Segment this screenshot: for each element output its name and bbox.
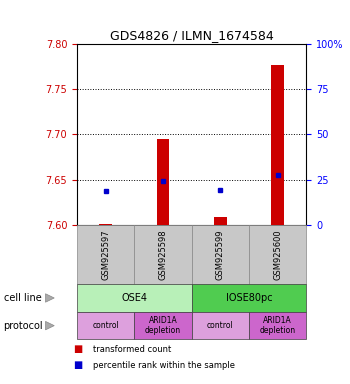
Text: ■: ■: [74, 360, 83, 370]
Title: GDS4826 / ILMN_1674584: GDS4826 / ILMN_1674584: [110, 28, 273, 41]
Bar: [271, 65, 284, 225]
Text: OSE4: OSE4: [121, 293, 147, 303]
Text: percentile rank within the sample: percentile rank within the sample: [93, 361, 235, 370]
Text: ARID1A
depletion: ARID1A depletion: [145, 316, 181, 335]
Text: control: control: [92, 321, 119, 330]
Bar: [214, 217, 226, 225]
Text: transformed count: transformed count: [93, 344, 171, 354]
Text: ARID1A
depletion: ARID1A depletion: [260, 316, 296, 335]
Bar: [99, 224, 112, 225]
Text: GSM925597: GSM925597: [101, 229, 110, 280]
Text: GSM925600: GSM925600: [273, 229, 282, 280]
Text: ■: ■: [74, 344, 83, 354]
Text: control: control: [207, 321, 234, 330]
Bar: [157, 139, 169, 225]
Text: protocol: protocol: [4, 321, 43, 331]
Text: cell line: cell line: [4, 293, 41, 303]
Text: GSM925599: GSM925599: [216, 229, 225, 280]
Text: GSM925598: GSM925598: [159, 229, 167, 280]
Text: IOSE80pc: IOSE80pc: [226, 293, 272, 303]
